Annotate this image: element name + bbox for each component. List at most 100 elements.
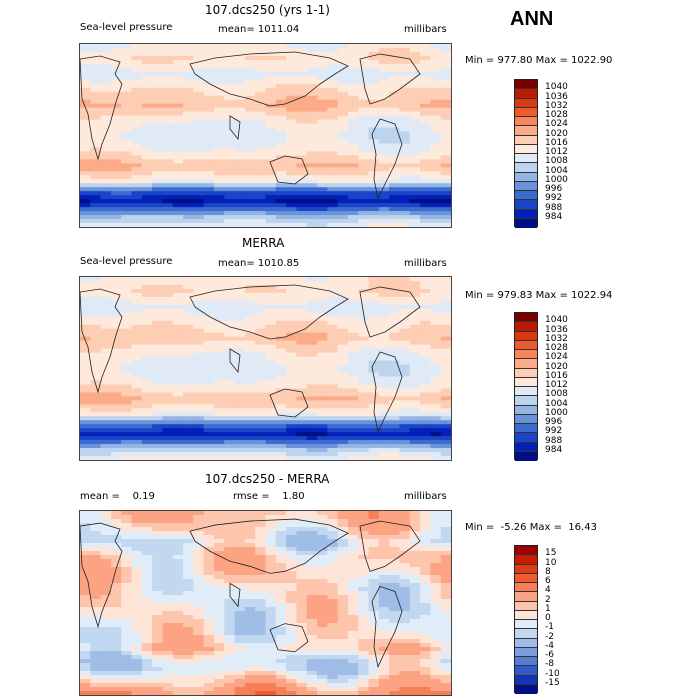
- field-cell: [440, 288, 451, 294]
- field-cell: [255, 643, 267, 648]
- field-cell: [440, 328, 451, 334]
- field-cell: [80, 167, 91, 172]
- field-cell: [399, 103, 411, 109]
- field-cell: [347, 199, 359, 204]
- field-cell: [193, 412, 205, 417]
- field-cell: [409, 103, 421, 109]
- field-cell: [440, 300, 451, 306]
- field-cell: [389, 515, 401, 520]
- field-cell: [286, 663, 298, 668]
- field-cell: [244, 551, 256, 556]
- field-cell: [337, 364, 349, 370]
- field-cell: [255, 215, 267, 220]
- field-cell: [100, 671, 112, 676]
- field-cell: [141, 575, 153, 580]
- field-cell: [306, 420, 318, 425]
- field-cell: [337, 211, 349, 216]
- field-cell: [327, 215, 339, 220]
- field-cell: [193, 404, 205, 409]
- field-cell: [347, 107, 359, 113]
- field-cell: [203, 296, 215, 302]
- field-cell: [121, 211, 133, 216]
- field-cell: [368, 47, 380, 53]
- field-cell: [317, 555, 328, 560]
- field-cell: [347, 420, 359, 425]
- field-cell: [213, 595, 225, 600]
- field-cell: [378, 595, 390, 600]
- field-cell: [213, 300, 225, 306]
- field-cell: [265, 535, 277, 540]
- field-cell: [347, 111, 359, 117]
- field-cell: [389, 55, 401, 61]
- field-cell: [347, 191, 359, 196]
- field-cell: [265, 667, 277, 672]
- field-cell: [389, 591, 401, 596]
- field-cell: [296, 372, 308, 378]
- field-cell: [347, 384, 359, 389]
- field-cell: [234, 364, 246, 370]
- field-cell: [224, 456, 236, 460]
- field-cell: [286, 380, 298, 386]
- field-cell: [141, 623, 153, 628]
- field-cell: [389, 71, 401, 77]
- colorbar-swatch: [515, 200, 537, 210]
- field-cell: [265, 171, 277, 176]
- field-cell: [203, 139, 215, 145]
- field-cell: [100, 167, 112, 172]
- colorbar-tick-label: 988: [545, 202, 563, 213]
- field-cell: [368, 647, 380, 652]
- field-cell: [110, 360, 122, 366]
- colorbar-tick-label: 1012: [545, 147, 568, 157]
- field-cell: [275, 179, 287, 184]
- field-cell: [152, 396, 164, 401]
- field-cell: [255, 95, 267, 101]
- field-cell: [399, 187, 411, 192]
- field-cell: [183, 671, 194, 676]
- field-cell: [131, 139, 143, 145]
- field-cell: [327, 623, 339, 628]
- field-cell: [80, 679, 91, 684]
- field-cell: [80, 675, 91, 680]
- field-cell: [358, 87, 370, 93]
- field-cell: [224, 683, 236, 688]
- field-cell: [430, 131, 442, 137]
- field-cell: [213, 643, 225, 648]
- field-cell: [286, 523, 298, 528]
- field-cell: [378, 203, 390, 208]
- field-cell: [224, 47, 236, 53]
- field-cell: [255, 531, 267, 536]
- field-cell: [337, 336, 349, 342]
- field-cell: [265, 67, 277, 73]
- field-cell: [255, 675, 267, 680]
- field-cell: [172, 99, 184, 105]
- field-cell: [275, 651, 287, 656]
- field-cell: [347, 440, 359, 445]
- field-cell: [378, 376, 390, 382]
- field-cell: [183, 312, 194, 318]
- field-cell: [224, 515, 236, 520]
- field-cell: [389, 611, 401, 616]
- field-cell: [162, 551, 174, 556]
- field-cell: [275, 671, 287, 676]
- field-cell: [193, 647, 205, 652]
- field-cell: [378, 348, 390, 354]
- field-cell: [234, 388, 246, 393]
- field-cell: [203, 63, 215, 69]
- field-cell: [255, 199, 267, 204]
- field-cell: [275, 595, 287, 600]
- field-cell: [110, 179, 122, 184]
- field-cell: [90, 324, 102, 330]
- field-cell: [347, 223, 359, 227]
- field-cell: [286, 99, 298, 105]
- field-cell: [213, 59, 225, 65]
- field-cell: [430, 47, 442, 53]
- field-cell: [286, 587, 298, 592]
- field-cell: [399, 643, 411, 648]
- field-cell: [389, 567, 401, 572]
- field-cell: [327, 627, 339, 632]
- field-cell: [296, 163, 308, 168]
- field-cell: [193, 663, 205, 668]
- field-cell: [234, 75, 246, 81]
- field-cell: [172, 344, 184, 350]
- field-cell: [306, 195, 318, 200]
